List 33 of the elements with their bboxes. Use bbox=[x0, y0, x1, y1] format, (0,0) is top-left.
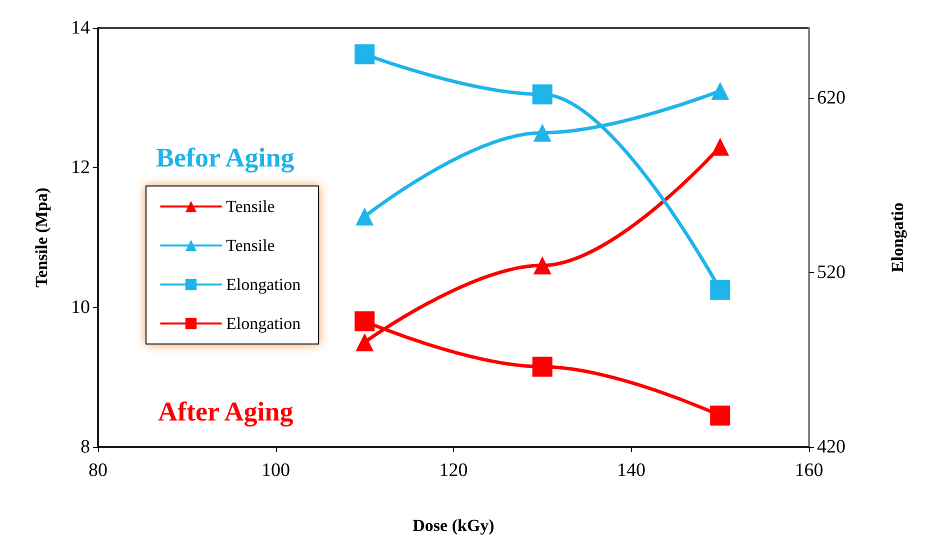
point bbox=[532, 356, 552, 377]
y-tick-label: 8 bbox=[80, 436, 90, 458]
point bbox=[533, 124, 552, 142]
point bbox=[710, 280, 730, 300]
y2-axis-title: Elongatio bbox=[888, 202, 907, 272]
y-tick-label: 14 bbox=[71, 18, 90, 38]
y-tick-label: 12 bbox=[71, 157, 90, 178]
y2-tick-label: 620 bbox=[817, 87, 846, 108]
point bbox=[356, 208, 374, 226]
y-tick-label: 10 bbox=[71, 296, 90, 318]
y-axis-title: Tensile (Mpa) bbox=[32, 188, 51, 288]
y2-tick-label: 520 bbox=[817, 262, 846, 283]
point bbox=[711, 82, 730, 100]
legend-label: Elongation bbox=[226, 314, 302, 333]
legend-label: Tensile bbox=[226, 197, 275, 216]
annotation: Befor Aging bbox=[156, 142, 295, 172]
x-tick-label: 80 bbox=[88, 460, 108, 481]
point bbox=[354, 44, 375, 64]
legend-label: Elongation bbox=[226, 275, 302, 294]
point bbox=[711, 138, 730, 156]
x-tick-label: 140 bbox=[617, 460, 646, 481]
y2-tick-label: 420 bbox=[817, 436, 846, 458]
x-tick-label: 120 bbox=[439, 460, 468, 481]
x-axis-title: Dose (kGy) bbox=[412, 516, 494, 535]
point bbox=[533, 256, 552, 274]
point bbox=[710, 406, 730, 426]
x-tick-label: 160 bbox=[794, 460, 824, 481]
point bbox=[532, 84, 552, 104]
legend-label: Tensile bbox=[226, 236, 275, 255]
x-tick-label: 100 bbox=[262, 460, 290, 481]
point bbox=[356, 333, 374, 352]
annotation: After Aging bbox=[158, 396, 294, 426]
point bbox=[354, 311, 375, 332]
